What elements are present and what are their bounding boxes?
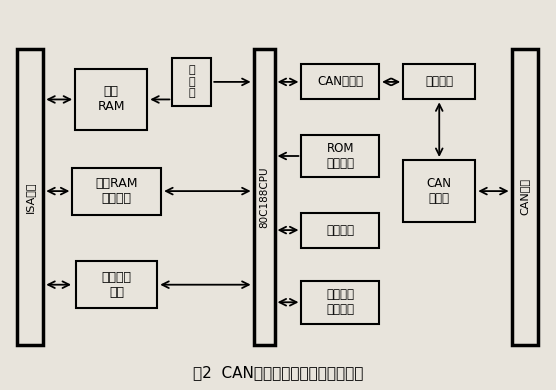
Text: 图2  CAN总线网络通信模块硬件结构: 图2 CAN总线网络通信模块硬件结构 [193,365,363,380]
Bar [77,261,157,308]
Bar [17,49,43,345]
FancyArrowPatch shape [162,281,249,288]
Text: ROM
控制程序: ROM 控制程序 [326,142,354,170]
Text: 双口
RAM: 双口 RAM [97,85,125,113]
Bar [301,64,379,99]
FancyArrowPatch shape [280,227,296,234]
Bar [403,160,475,222]
Bar [301,213,379,248]
Bar [301,135,379,177]
FancyArrowPatch shape [436,104,443,155]
Text: 双口RAM
控制仲裁: 双口RAM 控制仲裁 [96,177,138,205]
Text: 数据缓存: 数据缓存 [326,223,354,237]
Text: 光电隔离: 光电隔离 [425,75,453,89]
FancyArrowPatch shape [280,78,296,85]
FancyArrowPatch shape [48,281,69,288]
FancyArrowPatch shape [480,188,507,195]
Text: CAN
收发器: CAN 收发器 [427,177,451,205]
Text: ISA总线: ISA总线 [25,181,35,213]
FancyArrowPatch shape [166,188,249,195]
FancyArrowPatch shape [214,78,249,85]
FancyArrowPatch shape [48,188,67,195]
Text: 80C188CPU: 80C188CPU [259,166,269,228]
Bar [403,64,475,99]
Bar [75,69,147,129]
Text: CAN控制器: CAN控制器 [317,75,363,89]
FancyArrowPatch shape [280,299,296,306]
Bar [512,49,538,345]
Bar [172,57,211,106]
FancyArrowPatch shape [152,96,170,103]
Bar [72,168,161,214]
FancyArrowPatch shape [48,96,70,103]
Text: CAN总线: CAN总线 [520,179,530,215]
Text: 锁
存
器: 锁 存 器 [188,65,195,99]
Text: 复位及看
门狗电路: 复位及看 门狗电路 [326,288,354,316]
FancyArrowPatch shape [280,152,299,160]
Bar [301,281,379,324]
Bar [254,49,275,345]
Text: 中断申请
电路: 中断申请 电路 [102,271,132,299]
FancyArrowPatch shape [384,78,398,85]
